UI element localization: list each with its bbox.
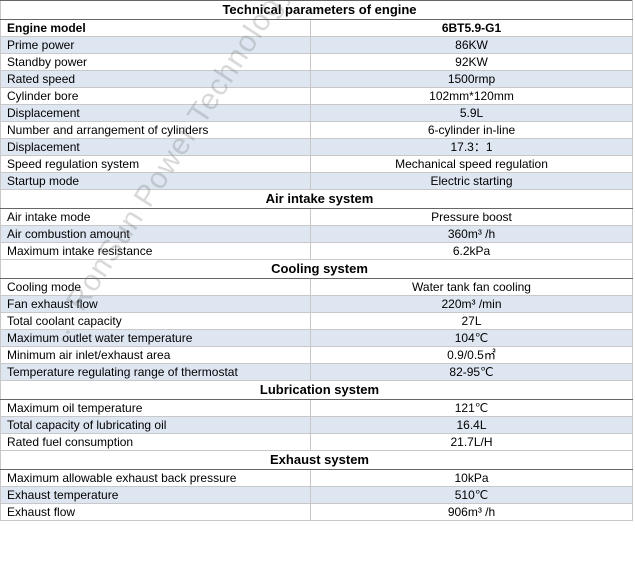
parameter-label: Speed regulation system — [0, 155, 311, 173]
table-row: Engine model 6BT5.9-G1 — [0, 19, 633, 37]
parameter-value: 102mm*120mm — [310, 87, 633, 105]
parameter-label: Startup mode — [0, 172, 311, 190]
spec-table-body: Technical parameters of engine Engine mo… — [0, 0, 633, 521]
parameter-label: Standby power — [0, 53, 311, 71]
parameter-value: 510℃ — [310, 486, 633, 504]
section-heading: Cooling system — [0, 259, 633, 279]
parameter-value: 6.2kPa — [310, 242, 633, 260]
parameter-label: Cylinder bore — [0, 87, 311, 105]
parameter-value: 82-95℃ — [310, 363, 633, 381]
parameter-label: Air combustion amount — [0, 225, 311, 243]
section-heading-row: Exhaust system — [0, 450, 633, 470]
spec-table-container: Technical parameters of engine Engine mo… — [0, 0, 633, 521]
parameter-label: Temperature regulating range of thermost… — [0, 363, 311, 381]
parameter-value: 0.9/0.5㎡ — [310, 346, 633, 364]
section-heading: Exhaust system — [0, 450, 633, 470]
table-row: Prime power 86KW — [0, 36, 633, 54]
parameter-label: Minimum air inlet/exhaust area — [0, 346, 311, 364]
table-row: Standby power 92KW — [0, 53, 633, 71]
parameter-value: 10kPa — [310, 469, 633, 487]
parameter-value: 17.3：1 — [310, 138, 633, 156]
parameter-value: 121℃ — [310, 399, 633, 417]
table-row: Speed regulation system Mechanical speed … — [0, 155, 633, 173]
table-row: Maximum oil temperature 121℃ — [0, 399, 633, 417]
parameter-label: Fan exhaust flow — [0, 295, 311, 313]
parameter-label: Prime power — [0, 36, 311, 54]
parameter-value: 104℃ — [310, 329, 633, 347]
table-row: Displacement 17.3：1 — [0, 138, 633, 156]
parameter-label: Engine model — [0, 19, 311, 37]
parameter-value: 16.4L — [310, 416, 633, 434]
parameter-label: Air intake mode — [0, 208, 311, 226]
section-heading-row: Air intake system — [0, 189, 633, 209]
parameter-label: Maximum allowable exhaust back pressure — [0, 469, 311, 487]
parameter-label: Exhaust temperature — [0, 486, 311, 504]
parameter-value: 86KW — [310, 36, 633, 54]
parameter-label: Maximum outlet water temperature — [0, 329, 311, 347]
table-row: Maximum intake resistance 6.2kPa — [0, 242, 633, 260]
parameter-label: Rated fuel consumption — [0, 433, 311, 451]
table-row: Rated speed 1500rmp — [0, 70, 633, 88]
table-row: Rated fuel consumption 21.7L/H — [0, 433, 633, 451]
parameter-value: 906m³ /h — [310, 503, 633, 521]
parameter-label: Maximum intake resistance — [0, 242, 311, 260]
parameter-value: 21.7L/H — [310, 433, 633, 451]
parameter-label: Total capacity of lubricating oil — [0, 416, 311, 434]
parameter-label: Displacement — [0, 138, 311, 156]
section-heading: Lubrication system — [0, 380, 633, 400]
parameter-value: 6-cylinder in-line — [310, 121, 633, 139]
parameter-label: Maximum oil temperature — [0, 399, 311, 417]
table-row: Maximum outlet water temperature 104℃ — [0, 329, 633, 347]
parameter-value: 5.9L — [310, 104, 633, 122]
table-row: Startup mode Electric starting — [0, 172, 633, 190]
table-row: Air intake mode Pressure boost — [0, 208, 633, 226]
section-heading-row: Lubrication system — [0, 380, 633, 400]
table-row: Total capacity of lubricating oil 16.4L — [0, 416, 633, 434]
table-row: Cylinder bore 102mm*120mm — [0, 87, 633, 105]
table-row: Number and arrangement of cylinders 6-cyl… — [0, 121, 633, 139]
engine-spec-table: Technical parameters of engine Engine mo… — [0, 0, 633, 521]
section-heading-row: Cooling system — [0, 259, 633, 279]
parameter-value: 220m³ /min — [310, 295, 633, 313]
table-row: Exhaust flow 906m³ /h — [0, 503, 633, 521]
parameter-label: Exhaust flow — [0, 503, 311, 521]
parameter-label: Total coolant capacity — [0, 312, 311, 330]
table-row: Displacement 5.9L — [0, 104, 633, 122]
table-row: Maximum allowable exhaust back pressure 1… — [0, 469, 633, 487]
table-row: Temperature regulating range of thermost… — [0, 363, 633, 381]
parameter-value: Electric starting — [310, 172, 633, 190]
table-row: Air combustion amount 360m³ /h — [0, 225, 633, 243]
parameter-value: 360m³ /h — [310, 225, 633, 243]
parameter-label: Rated speed — [0, 70, 311, 88]
table-title-row: Technical parameters of engine — [0, 0, 633, 20]
parameter-value: 1500rmp — [310, 70, 633, 88]
table-row: Total coolant capacity 27L — [0, 312, 633, 330]
table-title: Technical parameters of engine — [0, 0, 633, 20]
parameter-value: Water tank fan cooling — [310, 278, 633, 296]
parameter-value: Mechanical speed regulation — [310, 155, 633, 173]
table-row: Fan exhaust flow 220m³ /min — [0, 295, 633, 313]
table-row: Cooling mode Water tank fan cooling — [0, 278, 633, 296]
parameter-label: Cooling mode — [0, 278, 311, 296]
parameter-value: 92KW — [310, 53, 633, 71]
section-heading: Air intake system — [0, 189, 633, 209]
table-row: Minimum air inlet/exhaust area 0.9/0.5㎡ — [0, 346, 633, 364]
parameter-value: 27L — [310, 312, 633, 330]
parameter-value: 6BT5.9-G1 — [310, 19, 633, 37]
parameter-label: Displacement — [0, 104, 311, 122]
table-row: Exhaust temperature 510℃ — [0, 486, 633, 504]
parameter-value: Pressure boost — [310, 208, 633, 226]
parameter-label: Number and arrangement of cylinders — [0, 121, 311, 139]
